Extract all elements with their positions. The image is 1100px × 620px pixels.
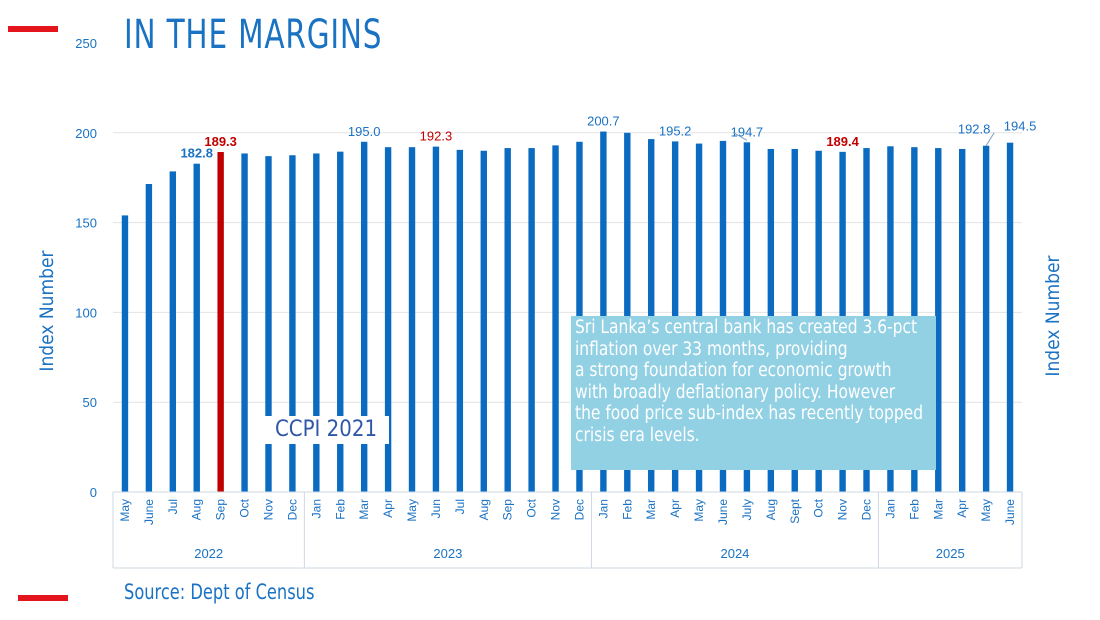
bar (265, 156, 272, 492)
x-tick-label: Jan (596, 499, 610, 518)
bar (217, 152, 224, 492)
year-group-label: 2022 (194, 546, 223, 561)
x-tick-label: Jan (309, 499, 323, 518)
source-note: Source: Dept of Census (124, 580, 315, 604)
x-tick-label: June (142, 499, 156, 525)
x-tick-label: Oct (525, 498, 539, 517)
bar (624, 132, 631, 493)
x-tick-label: Apr (381, 499, 395, 518)
x-tick-label: Dec (860, 499, 874, 520)
note-line: with broadly deflationary policy. Howeve… (575, 381, 896, 403)
x-tick-label: Apr (955, 499, 969, 518)
bar (552, 145, 559, 492)
bar (456, 149, 464, 492)
leader-line (985, 132, 995, 146)
x-tick-label: Jan (883, 499, 897, 518)
x-tick-label: May (405, 499, 419, 522)
data-label: 195.2 (659, 123, 692, 138)
x-tick-label: Nov (549, 499, 563, 520)
year-group-label: 2025 (936, 546, 965, 561)
bar (504, 148, 511, 493)
x-tick-label: Feb (620, 499, 634, 520)
bar (337, 151, 344, 492)
x-tick-label: Mar (931, 499, 945, 520)
note-line: a strong foundation for economic growth (575, 360, 892, 381)
commentary-note: Sri Lanka’s central bank has created 3.6… (571, 316, 936, 470)
note-line: crisis era levels. (575, 424, 700, 446)
data-label: 192.3 (420, 129, 453, 144)
x-tick-label: Dec (285, 499, 299, 520)
y-tick-label: 200 (75, 126, 97, 141)
y-tick-label: 100 (75, 305, 97, 320)
x-tick-label: Sep (501, 499, 515, 521)
bar (935, 148, 942, 493)
x-tick-label: Aug (764, 499, 778, 520)
x-tick-label: Mar (357, 499, 371, 520)
x-tick-label: Oct (238, 498, 252, 517)
data-label: 194.7 (731, 124, 764, 139)
bar (432, 146, 440, 492)
bar (982, 145, 990, 492)
top-accent-dash (8, 26, 58, 32)
x-tick-label: Nov (261, 499, 275, 520)
x-tick-label: Apr (668, 499, 682, 518)
y-tick-label: 150 (75, 216, 97, 231)
data-label: 182.8 (180, 146, 213, 161)
data-label: 189.3 (204, 134, 237, 149)
data-label: 200.7 (587, 114, 620, 129)
year-group-label: 2024 (720, 546, 749, 561)
bar (313, 153, 320, 493)
x-tick-label: Nov (836, 499, 850, 520)
chart-title: IN THE MARGINS (124, 12, 383, 58)
leader-line (732, 131, 748, 141)
bar (648, 139, 655, 492)
x-tick-label: Aug (477, 499, 491, 520)
x-tick-label: May (118, 499, 132, 522)
bar (480, 150, 487, 492)
x-tick-label: Mar (644, 499, 658, 520)
bottom-accent-dash (18, 595, 68, 601)
bar (408, 147, 416, 492)
year-group-label: 2023 (433, 546, 462, 561)
bar (384, 147, 392, 492)
bar (145, 183, 153, 492)
x-tick-label: Aug (190, 499, 204, 520)
bar (241, 153, 248, 493)
y-tick-label: 50 (83, 395, 97, 410)
bar (600, 131, 607, 493)
x-tick-label: Oct (812, 498, 826, 517)
y-tick-label: 0 (90, 485, 97, 500)
bar (958, 148, 966, 493)
x-tick-label: Jun (429, 499, 443, 518)
x-tick-label: June (1003, 499, 1017, 525)
bar (360, 141, 368, 492)
x-tick-label: May (979, 499, 993, 522)
data-label: 192.8 (958, 122, 991, 137)
data-label: 189.4 (826, 134, 859, 149)
ccpi-label: CCPI 2021 (263, 416, 389, 444)
x-tick-label: Sept (788, 498, 802, 523)
x-tick-label: Jul (453, 499, 467, 514)
x-tick-label: Sep (214, 499, 228, 521)
x-tick-label: Feb (333, 499, 347, 520)
bar (528, 148, 535, 493)
note-line: the food price sub-index has recently to… (575, 403, 924, 424)
data-label: 194.5 (1004, 119, 1037, 134)
data-label: 195.0 (348, 124, 381, 139)
bar (169, 171, 177, 492)
bar (289, 155, 296, 492)
x-tick-label: June (716, 499, 730, 525)
bar (1006, 142, 1014, 493)
x-tick-label: Dec (572, 499, 586, 520)
x-tick-label: Feb (907, 499, 921, 520)
y-tick-label: 250 (75, 36, 97, 51)
x-tick-label: May (692, 499, 706, 522)
note-line: Sri Lanka’s central bank has created 3.6… (575, 317, 918, 338)
bar (193, 163, 200, 492)
note-line: inflation over 33 months, providing (575, 338, 848, 360)
bar (121, 215, 129, 492)
x-tick-label: Jul (166, 499, 180, 514)
x-tick-label: July (740, 499, 754, 520)
